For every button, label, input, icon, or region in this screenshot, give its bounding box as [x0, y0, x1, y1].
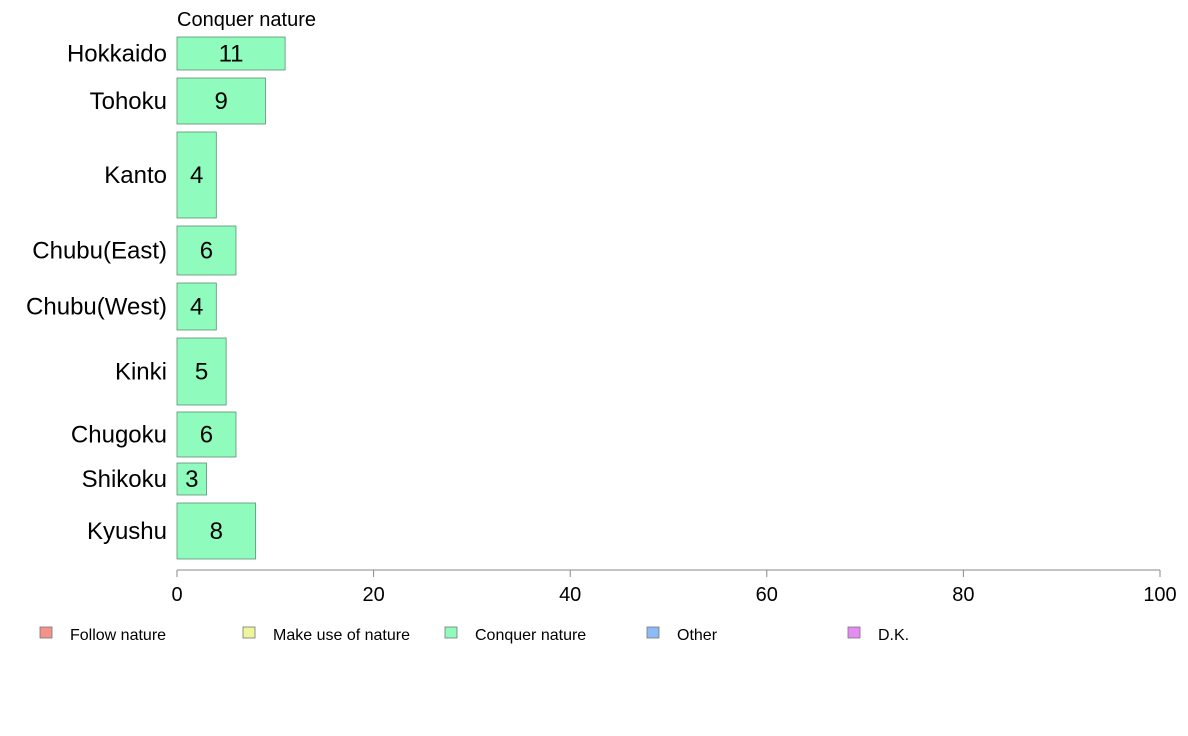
bar-value-label: 4: [190, 294, 203, 321]
x-tick-label: 60: [756, 584, 778, 606]
category-label: Hokkaido: [67, 41, 167, 68]
bar: [176, 502, 257, 560]
bar-value-label: 6: [200, 238, 213, 265]
category-label: Shikoku: [82, 466, 167, 493]
bar: [176, 131, 217, 219]
bar: [176, 225, 237, 276]
bar-value-label: 3: [185, 466, 198, 493]
bar: [176, 411, 237, 458]
category-label: Kanto: [104, 162, 167, 189]
legend-swatch: [242, 626, 256, 639]
x-tick-label: 0: [171, 584, 182, 606]
legend-swatch: [646, 626, 660, 639]
legend-label: Conquer nature: [475, 627, 586, 644]
bar-value-label: 4: [190, 162, 203, 189]
category-label: Chubu(East): [32, 238, 167, 265]
bar-value-label: 6: [200, 422, 213, 449]
legend-swatch: [39, 626, 53, 639]
category-label: Chugoku: [71, 422, 167, 449]
legend-label: D.K.: [878, 627, 909, 644]
bars-group: Hokkaido 11 Tohoku 9 Kanto 4 Chubu(East) 6 Chubu…: [26, 36, 286, 560]
bar: [176, 77, 266, 125]
bar-value-label: 8: [210, 518, 223, 545]
x-tick-label: 40: [559, 584, 581, 606]
category-label: Kinki: [115, 359, 167, 386]
bar: [176, 462, 207, 496]
legend-label: Make use of nature: [273, 627, 410, 644]
x-tick-label: 80: [952, 584, 974, 606]
x-tick-label: 100: [1143, 584, 1176, 606]
bar: [176, 282, 217, 331]
x-axis: 0 20 40 60 80 100: [171, 569, 1177, 606]
category-label: Chubu(West): [26, 294, 167, 321]
legend-swatch: [847, 626, 861, 639]
legend-label: Other: [677, 627, 718, 644]
bar: [176, 36, 286, 71]
bar-value-label: 9: [215, 88, 228, 115]
category-label: Tohoku: [90, 88, 167, 115]
x-tick-label: 20: [362, 584, 384, 606]
bar: [176, 337, 227, 406]
chart-title: Conquer nature: [177, 9, 316, 31]
category-label: Kyushu: [87, 518, 167, 545]
legend-swatch: [444, 626, 458, 639]
legend-label: Follow nature: [70, 627, 166, 644]
legend: Follow nature Make use of nature Conquer n…: [39, 626, 909, 644]
bar-value-label: 11: [219, 41, 244, 68]
bar-value-label: 5: [195, 359, 208, 386]
